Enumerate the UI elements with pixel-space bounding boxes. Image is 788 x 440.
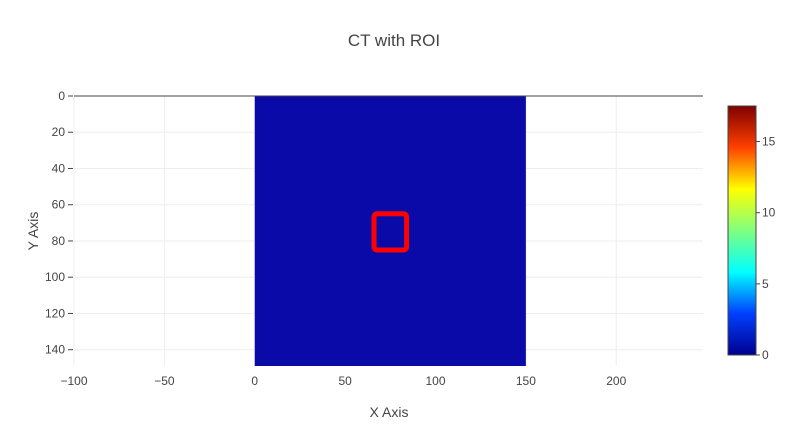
x-tick-label: −50	[154, 374, 175, 388]
colorbar-tick-label: 10	[762, 206, 776, 220]
heatmap-image	[255, 96, 526, 366]
chart-title: CT with ROI	[348, 31, 440, 50]
y-tick-label: 0	[58, 89, 65, 103]
x-tick-label: 50	[338, 374, 352, 388]
y-tick-label: 60	[52, 198, 66, 212]
colorbar: 0 5 10 15	[728, 106, 776, 362]
y-tick-label: 20	[52, 125, 66, 139]
y-tick-label: 40	[52, 161, 66, 175]
colorbar-tick-label: 15	[762, 135, 776, 149]
x-tick-labels: −100 −50 0 50 100 150 200	[60, 374, 626, 388]
x-tick-label: 0	[251, 374, 258, 388]
y-tick-label: 100	[45, 270, 65, 284]
ct-image	[255, 96, 526, 366]
colorbar-tick-label: 0	[762, 348, 769, 362]
y-tick-labels: 0 20 40 60 80 100 120 140	[45, 89, 73, 357]
y-axis-title: Y Axis	[25, 212, 41, 251]
colorbar-tick-label: 5	[762, 277, 769, 291]
x-tick-label: 200	[606, 374, 626, 388]
y-tick-label: 80	[52, 234, 66, 248]
y-tick-label: 120	[45, 306, 65, 320]
x-axis-title: X Axis	[370, 404, 409, 420]
x-tick-label: −100	[60, 374, 87, 388]
y-tick-label: 140	[45, 343, 65, 357]
x-tick-label: 100	[425, 374, 445, 388]
x-tick-label: 150	[516, 374, 536, 388]
colorbar-gradient	[728, 106, 756, 355]
